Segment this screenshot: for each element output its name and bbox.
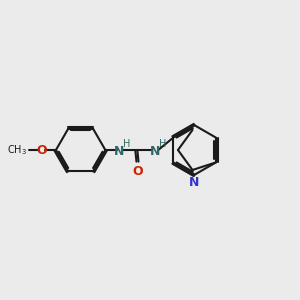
Text: O: O <box>132 165 142 178</box>
Text: N: N <box>114 145 124 158</box>
Text: H: H <box>159 139 166 148</box>
Text: O: O <box>37 143 47 157</box>
Text: N: N <box>150 145 161 158</box>
Text: N: N <box>189 176 199 189</box>
Text: H: H <box>123 139 130 148</box>
Text: CH$_3$: CH$_3$ <box>7 143 27 157</box>
